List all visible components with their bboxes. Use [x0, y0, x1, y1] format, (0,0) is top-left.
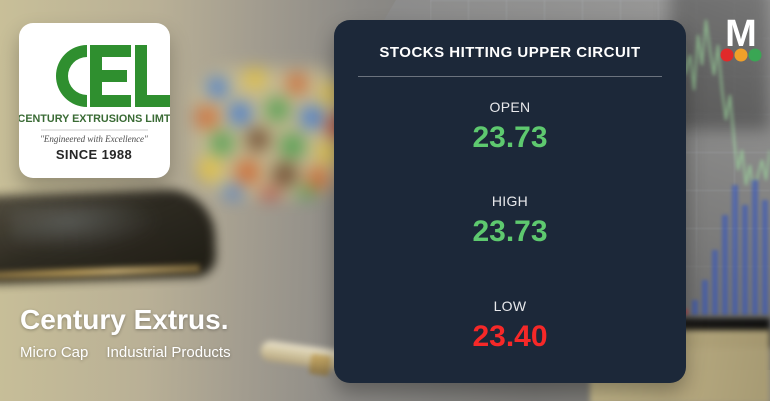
svg-text:"Engineered with Excellence": "Engineered with Excellence" [40, 134, 148, 144]
svg-text:SINCE 1988: SINCE 1988 [56, 147, 132, 162]
svg-text:CENTURY EXTRUSIONS LIMT: CENTURY EXTRUSIONS LIMT [19, 113, 170, 125]
